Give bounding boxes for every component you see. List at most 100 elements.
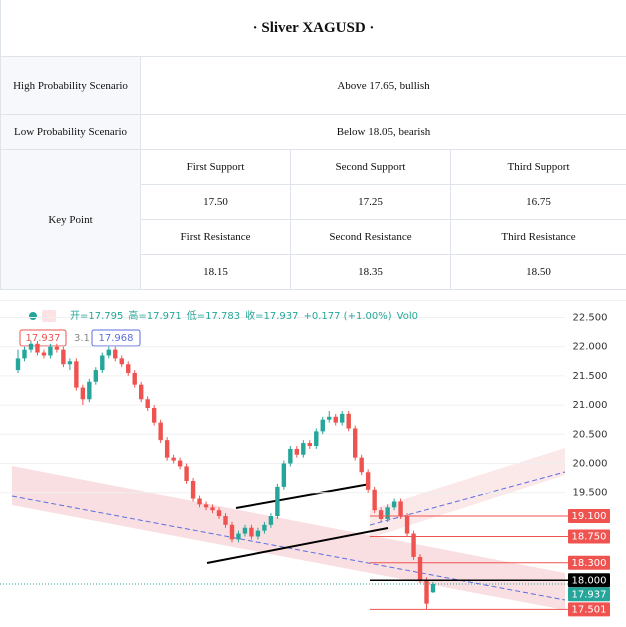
candle-body — [48, 346, 53, 356]
candle-body — [15, 358, 21, 371]
analysis-table: · Sliver XAGUSD · High Probability Scena… — [0, 0, 626, 290]
candle-body — [391, 501, 397, 508]
candle-body — [216, 510, 222, 517]
candle-body — [340, 413, 345, 423]
candle-body — [307, 443, 312, 446]
candle-body — [333, 416, 338, 423]
price-tag — [568, 509, 610, 524]
candle-body — [255, 530, 261, 537]
candle-body — [113, 349, 118, 359]
candle-body — [126, 364, 131, 373]
candle-body — [327, 416, 332, 420]
candle-body — [417, 556, 423, 581]
cell: 16.75 — [449, 184, 626, 220]
price-tag — [568, 587, 610, 602]
trend-line — [235, 483, 371, 509]
candle-body — [229, 524, 235, 540]
candle-body — [242, 527, 248, 534]
info-text: 收=17.937 — [245, 309, 298, 322]
badge — [19, 329, 67, 347]
candle-body — [80, 387, 86, 400]
candle-body — [119, 358, 124, 365]
candle-body — [28, 343, 34, 350]
price-tag-label: 17.937 — [572, 589, 607, 600]
badge-text: 17.968 — [99, 333, 134, 344]
candle-body — [424, 580, 429, 604]
candle-body — [184, 466, 189, 482]
candle-body — [223, 516, 228, 525]
badge — [91, 329, 141, 347]
candle-body — [177, 460, 183, 467]
candle-body — [346, 413, 351, 429]
y-tick-label: 21.000 — [573, 400, 608, 411]
chart: 22.500 22.000 21.500 21.000 20.500 20.000 19.5… — [0, 300, 626, 627]
cell: First Support — [140, 149, 291, 185]
candle-body — [372, 489, 377, 511]
cell: Second Support — [290, 149, 451, 185]
candle-body — [236, 533, 241, 540]
candle-body — [314, 431, 319, 446]
candle-body — [301, 443, 306, 455]
candle-body — [190, 481, 196, 499]
candle-body — [145, 399, 150, 409]
price-tag — [568, 529, 610, 544]
candle-body — [54, 346, 60, 350]
candle-body — [139, 384, 144, 400]
candle-body — [262, 524, 267, 531]
channel — [12, 466, 565, 610]
candle-body — [93, 370, 99, 382]
info-text: 高=17.971 — [128, 309, 181, 322]
candle-body — [275, 486, 280, 517]
cell: First Resistance — [140, 219, 291, 255]
cell: Below 18.05, bearish — [139, 114, 626, 150]
candle-body — [411, 533, 416, 557]
title: · Sliver XAGUSD · — [0, 0, 626, 57]
cell: 17.25 — [290, 184, 451, 220]
candle-body — [197, 498, 202, 505]
candle-body — [210, 507, 215, 511]
badge-text: 3.1 — [74, 333, 90, 344]
candle-body — [385, 507, 390, 519]
candle-body — [67, 361, 73, 365]
price-tag — [568, 573, 610, 588]
candle-body — [164, 440, 170, 458]
candle-body — [352, 428, 358, 458]
trend-line — [206, 527, 389, 564]
y-tick-label: 22.500 — [573, 313, 608, 324]
candle-body — [249, 527, 254, 537]
candle-body — [404, 516, 410, 534]
candle-body — [320, 419, 325, 432]
candle-body — [203, 504, 209, 508]
price-tag-label: 18.000 — [572, 575, 607, 586]
badge-text: 17.937 — [26, 333, 61, 344]
candle-body — [35, 343, 40, 353]
price-tag-label: 19.100 — [572, 511, 607, 522]
price-tag-label: 18.750 — [572, 531, 607, 542]
y-tick-label: 22.000 — [573, 342, 608, 353]
price-tag — [568, 555, 610, 570]
candle-body — [294, 448, 300, 455]
candle-body — [359, 457, 364, 473]
cell: Second Resistance — [290, 219, 451, 255]
candle-body — [151, 408, 157, 423]
info-text: Vol0 — [397, 311, 418, 322]
candle-body — [365, 472, 371, 490]
cell: Above 17.65, bullish — [139, 56, 626, 115]
candle-body — [378, 510, 384, 519]
cell: 18.15 — [140, 254, 291, 290]
info-text: 低=17.783 — [187, 309, 240, 322]
cell: Third Resistance — [449, 219, 626, 255]
price-tag-label: 18.300 — [572, 558, 607, 569]
candle-body — [281, 463, 287, 487]
icon — [42, 310, 56, 322]
cell: 18.50 — [449, 254, 626, 290]
candle-body — [106, 349, 111, 356]
row-label: High Probability Scenario — [0, 56, 141, 115]
info-text: 开=17.795 — [70, 311, 123, 322]
candle-body — [398, 501, 403, 517]
candle-body — [158, 422, 163, 441]
candle-body — [87, 381, 92, 400]
cell: 17.50 — [140, 184, 291, 220]
price-tag — [568, 602, 610, 617]
